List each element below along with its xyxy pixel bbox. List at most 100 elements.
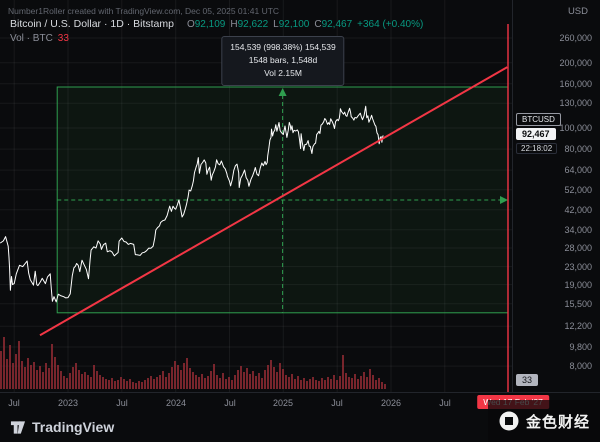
volume-bar xyxy=(216,375,218,389)
volume-bar xyxy=(51,344,53,389)
bar-countdown: 22:18:02 xyxy=(516,143,558,154)
volume-bar xyxy=(195,375,197,389)
volume-bar xyxy=(357,379,359,389)
time-tick-label: Jul xyxy=(224,398,236,408)
volume-bar xyxy=(204,378,206,389)
volume-bar xyxy=(0,351,2,389)
volume-bar xyxy=(312,377,314,389)
volume-bar xyxy=(306,381,308,389)
ohlc-value: 92,100 xyxy=(278,19,310,30)
time-tick-label: Jul xyxy=(439,398,451,408)
tradingview-logo-icon xyxy=(10,421,26,434)
volume-bar xyxy=(282,369,284,389)
creator-watermark: Number1Roller created with TradingView.c… xyxy=(8,6,280,16)
volume-bar xyxy=(153,379,155,389)
volume-bar xyxy=(18,341,20,389)
volume-bar xyxy=(150,376,152,389)
volume-bar xyxy=(9,345,11,389)
volume-bar xyxy=(315,380,317,389)
volume-bar xyxy=(90,377,92,389)
volume-bar xyxy=(231,380,233,389)
volume-bar xyxy=(378,378,380,389)
volume-bar xyxy=(300,380,302,389)
volume-bar xyxy=(45,363,47,389)
chart-canvas[interactable] xyxy=(0,0,512,392)
price-tick-label: 42,000 xyxy=(564,205,592,215)
volume-bar xyxy=(264,370,266,389)
volume-bar xyxy=(30,365,32,389)
coin-icon xyxy=(499,411,519,431)
volume-bar xyxy=(285,375,287,389)
volume-bar xyxy=(279,363,281,389)
volume-bar xyxy=(24,367,26,389)
volume-bar xyxy=(108,380,110,389)
last-price-label: 92,467 xyxy=(516,128,556,140)
volume-bar xyxy=(129,379,131,389)
volume-bar xyxy=(6,359,8,389)
volume-bar xyxy=(318,381,320,389)
ohlc-key: H xyxy=(230,19,238,30)
volume-bar xyxy=(240,366,242,389)
price-tick-label: 28,000 xyxy=(564,243,592,253)
volume-bar xyxy=(171,367,173,389)
jinse-watermark: 金色财经 xyxy=(487,400,600,442)
volume-bar xyxy=(33,362,35,389)
volume-bar xyxy=(63,376,65,389)
volume-bar xyxy=(159,375,161,389)
volume-bar xyxy=(351,378,353,389)
volume-bar xyxy=(309,379,311,389)
volume-bar xyxy=(39,366,41,389)
volume-legend-value: 33 xyxy=(57,33,69,44)
volume-bar xyxy=(42,372,44,389)
volume-bar xyxy=(291,374,293,389)
price-tick-label: 19,000 xyxy=(564,280,592,290)
volume-bar xyxy=(186,358,188,389)
volume-bar xyxy=(162,371,164,389)
trend-line[interactable] xyxy=(39,66,508,337)
volume-bar xyxy=(255,376,257,389)
volume-bar xyxy=(126,381,128,389)
volume-bar xyxy=(288,377,290,389)
volume-bar xyxy=(135,383,137,389)
price-tick-label: 80,000 xyxy=(564,144,592,154)
price-line xyxy=(0,105,384,303)
volume-bar xyxy=(363,372,365,389)
volume-bar xyxy=(183,363,185,389)
volume-bar xyxy=(66,378,68,389)
volume-bar xyxy=(165,377,167,389)
price-tick-label: 160,000 xyxy=(559,79,592,89)
volume-bar xyxy=(360,376,362,389)
ohlc-key: O xyxy=(186,19,195,30)
price-scale[interactable]: BTCUSD 92,467 22:18:02 33 260,000 200,000… xyxy=(512,0,600,392)
price-tick-label: 9,800 xyxy=(569,342,592,352)
volume-bar xyxy=(123,379,125,389)
volume-bar xyxy=(72,367,74,389)
legend: Bitcoin / U.S. Dollar · 1D · Bitstamp O 92… xyxy=(10,18,423,44)
ohlc-value: 92,467 xyxy=(321,19,353,30)
ohlc-key: L xyxy=(273,19,279,30)
volume-bar xyxy=(321,378,323,389)
volume-bar xyxy=(105,379,107,389)
volume-bar xyxy=(54,357,56,389)
volume-bar xyxy=(174,361,176,389)
symbol-badge: BTCUSD xyxy=(516,113,561,126)
measure-bars: 1548 bars, 1,548d xyxy=(248,55,318,66)
volume-bar xyxy=(375,380,377,389)
tradingview-logo[interactable]: TradingView xyxy=(10,419,114,435)
measure-tooltip: 154,539 (998.38%) 154,539 1548 bars, 1,5… xyxy=(221,36,345,86)
price-tick-label: 34,000 xyxy=(564,225,592,235)
volume-bar xyxy=(330,379,332,389)
symbol-title[interactable]: Bitcoin / U.S. Dollar · 1D · Bitstamp xyxy=(10,18,174,30)
volume-bar xyxy=(249,374,251,389)
time-tick-label: 2026 xyxy=(380,398,402,408)
volume-bar xyxy=(336,380,338,389)
volume-bar xyxy=(201,374,203,389)
volume-bar xyxy=(12,363,14,389)
volume-legend-row[interactable]: Vol · BTC 33 xyxy=(10,33,423,44)
volume-bar xyxy=(273,367,275,389)
volume-bar xyxy=(102,377,104,389)
volume-bar xyxy=(243,372,245,389)
measure-change: 154,539 (998.38%) 154,539 xyxy=(230,42,336,52)
volume-bar xyxy=(60,371,62,389)
price-tick-label: 260,000 xyxy=(559,33,592,43)
